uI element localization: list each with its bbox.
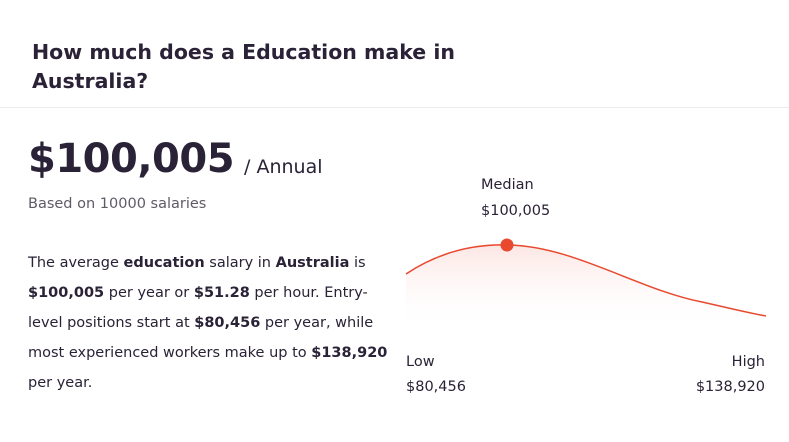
desc-text: The average — [28, 255, 124, 271]
salary-distribution-curve — [405, 238, 767, 330]
salary-description: The average education salary in Australi… — [28, 248, 398, 398]
desc-hourly-rate: $51.28 — [193, 285, 250, 301]
desc-location: Australia — [275, 255, 350, 271]
desc-yearly-salary: $100,005 — [28, 285, 105, 301]
median-salary-amount: $100,005 — [28, 136, 235, 182]
desc-text: salary in — [204, 255, 276, 271]
low-label: Low — [406, 354, 435, 370]
card-header: How much does a Education make in Austra… — [0, 0, 789, 108]
desc-job-title: education — [123, 255, 205, 271]
curve-line — [405, 244, 767, 317]
desc-text: per year. — [28, 375, 93, 391]
curve-area — [406, 244, 766, 330]
median-marker — [500, 238, 514, 252]
low-value: $80,456 — [406, 379, 466, 395]
high-value: $138,920 — [695, 379, 765, 395]
desc-text: per hour. Entry-level positions start at — [28, 285, 368, 331]
high-label: High — [731, 354, 765, 370]
desc-text: per year, while most experienced workers… — [28, 315, 374, 361]
desc-text: per year or — [104, 285, 194, 301]
page-title: How much does a Education make in Austra… — [32, 40, 455, 93]
median-label: Median — [481, 177, 534, 193]
median-value: $100,005 — [481, 203, 551, 219]
desc-text: is — [349, 255, 366, 271]
sample-size-note: Based on 10000 salaries — [28, 196, 207, 212]
desc-max-salary: $138,920 — [311, 345, 388, 361]
desc-entry-salary: $80,456 — [194, 315, 261, 331]
salary-period: / Annual — [244, 156, 323, 178]
